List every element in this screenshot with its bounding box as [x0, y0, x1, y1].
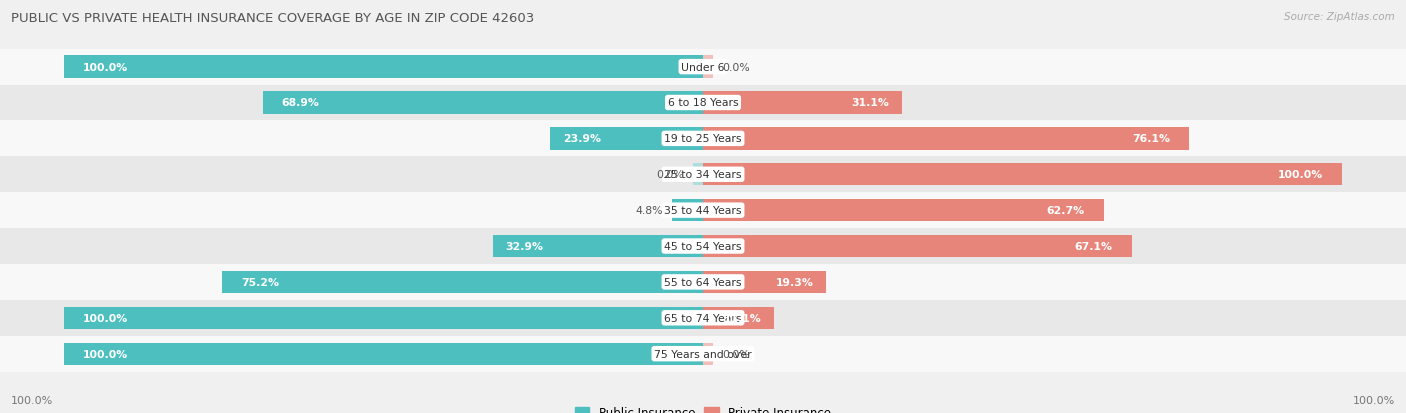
Bar — [703, 343, 713, 365]
Bar — [0, 193, 1406, 228]
Bar — [703, 271, 827, 293]
Text: PUBLIC VS PRIVATE HEALTH INSURANCE COVERAGE BY AGE IN ZIP CODE 42603: PUBLIC VS PRIVATE HEALTH INSURANCE COVER… — [11, 12, 534, 25]
Text: 75 Years and over: 75 Years and over — [654, 349, 752, 359]
Text: Source: ZipAtlas.com: Source: ZipAtlas.com — [1284, 12, 1395, 22]
Bar — [263, 92, 703, 114]
Bar — [703, 92, 901, 114]
Text: 100.0%: 100.0% — [83, 62, 128, 72]
Text: 67.1%: 67.1% — [1074, 242, 1112, 252]
Text: 100.0%: 100.0% — [83, 349, 128, 359]
Bar — [0, 264, 1406, 300]
Text: Under 6: Under 6 — [682, 62, 724, 72]
Text: 62.7%: 62.7% — [1046, 206, 1084, 216]
Bar — [703, 56, 713, 78]
Text: 11.1%: 11.1% — [724, 313, 761, 323]
Text: 32.9%: 32.9% — [506, 242, 544, 252]
Bar — [672, 199, 703, 222]
Text: 6 to 18 Years: 6 to 18 Years — [668, 98, 738, 108]
Bar — [63, 343, 703, 365]
Text: 55 to 64 Years: 55 to 64 Years — [664, 277, 742, 287]
Text: 19 to 25 Years: 19 to 25 Years — [664, 134, 742, 144]
Bar — [703, 199, 1104, 222]
Text: 100.0%: 100.0% — [11, 395, 53, 405]
Bar — [492, 235, 703, 258]
Bar — [0, 336, 1406, 372]
Text: 100.0%: 100.0% — [1353, 395, 1395, 405]
Text: 68.9%: 68.9% — [281, 98, 319, 108]
Bar — [0, 228, 1406, 264]
Text: 25 to 34 Years: 25 to 34 Years — [664, 170, 742, 180]
Bar — [703, 128, 1189, 150]
Text: 0.0%: 0.0% — [723, 349, 749, 359]
Bar — [63, 307, 703, 329]
Bar — [703, 235, 1132, 258]
Bar — [0, 300, 1406, 336]
Text: 75.2%: 75.2% — [242, 277, 280, 287]
Text: 100.0%: 100.0% — [83, 313, 128, 323]
Bar — [222, 271, 703, 293]
Text: 65 to 74 Years: 65 to 74 Years — [664, 313, 742, 323]
Text: 19.3%: 19.3% — [776, 277, 814, 287]
Bar — [693, 164, 703, 186]
Bar — [0, 121, 1406, 157]
Text: 0.0%: 0.0% — [723, 62, 749, 72]
Bar — [0, 85, 1406, 121]
Text: 35 to 44 Years: 35 to 44 Years — [664, 206, 742, 216]
Text: 45 to 54 Years: 45 to 54 Years — [664, 242, 742, 252]
Bar — [703, 307, 773, 329]
Bar — [0, 50, 1406, 85]
Legend: Public Insurance, Private Insurance: Public Insurance, Private Insurance — [571, 401, 835, 413]
Text: 0.0%: 0.0% — [657, 170, 683, 180]
Text: 4.8%: 4.8% — [636, 206, 662, 216]
Text: 76.1%: 76.1% — [1132, 134, 1170, 144]
Text: 100.0%: 100.0% — [1278, 170, 1323, 180]
Bar — [63, 56, 703, 78]
Bar — [703, 164, 1343, 186]
Bar — [0, 157, 1406, 193]
Bar — [550, 128, 703, 150]
Text: 23.9%: 23.9% — [562, 134, 600, 144]
Text: 31.1%: 31.1% — [851, 98, 889, 108]
